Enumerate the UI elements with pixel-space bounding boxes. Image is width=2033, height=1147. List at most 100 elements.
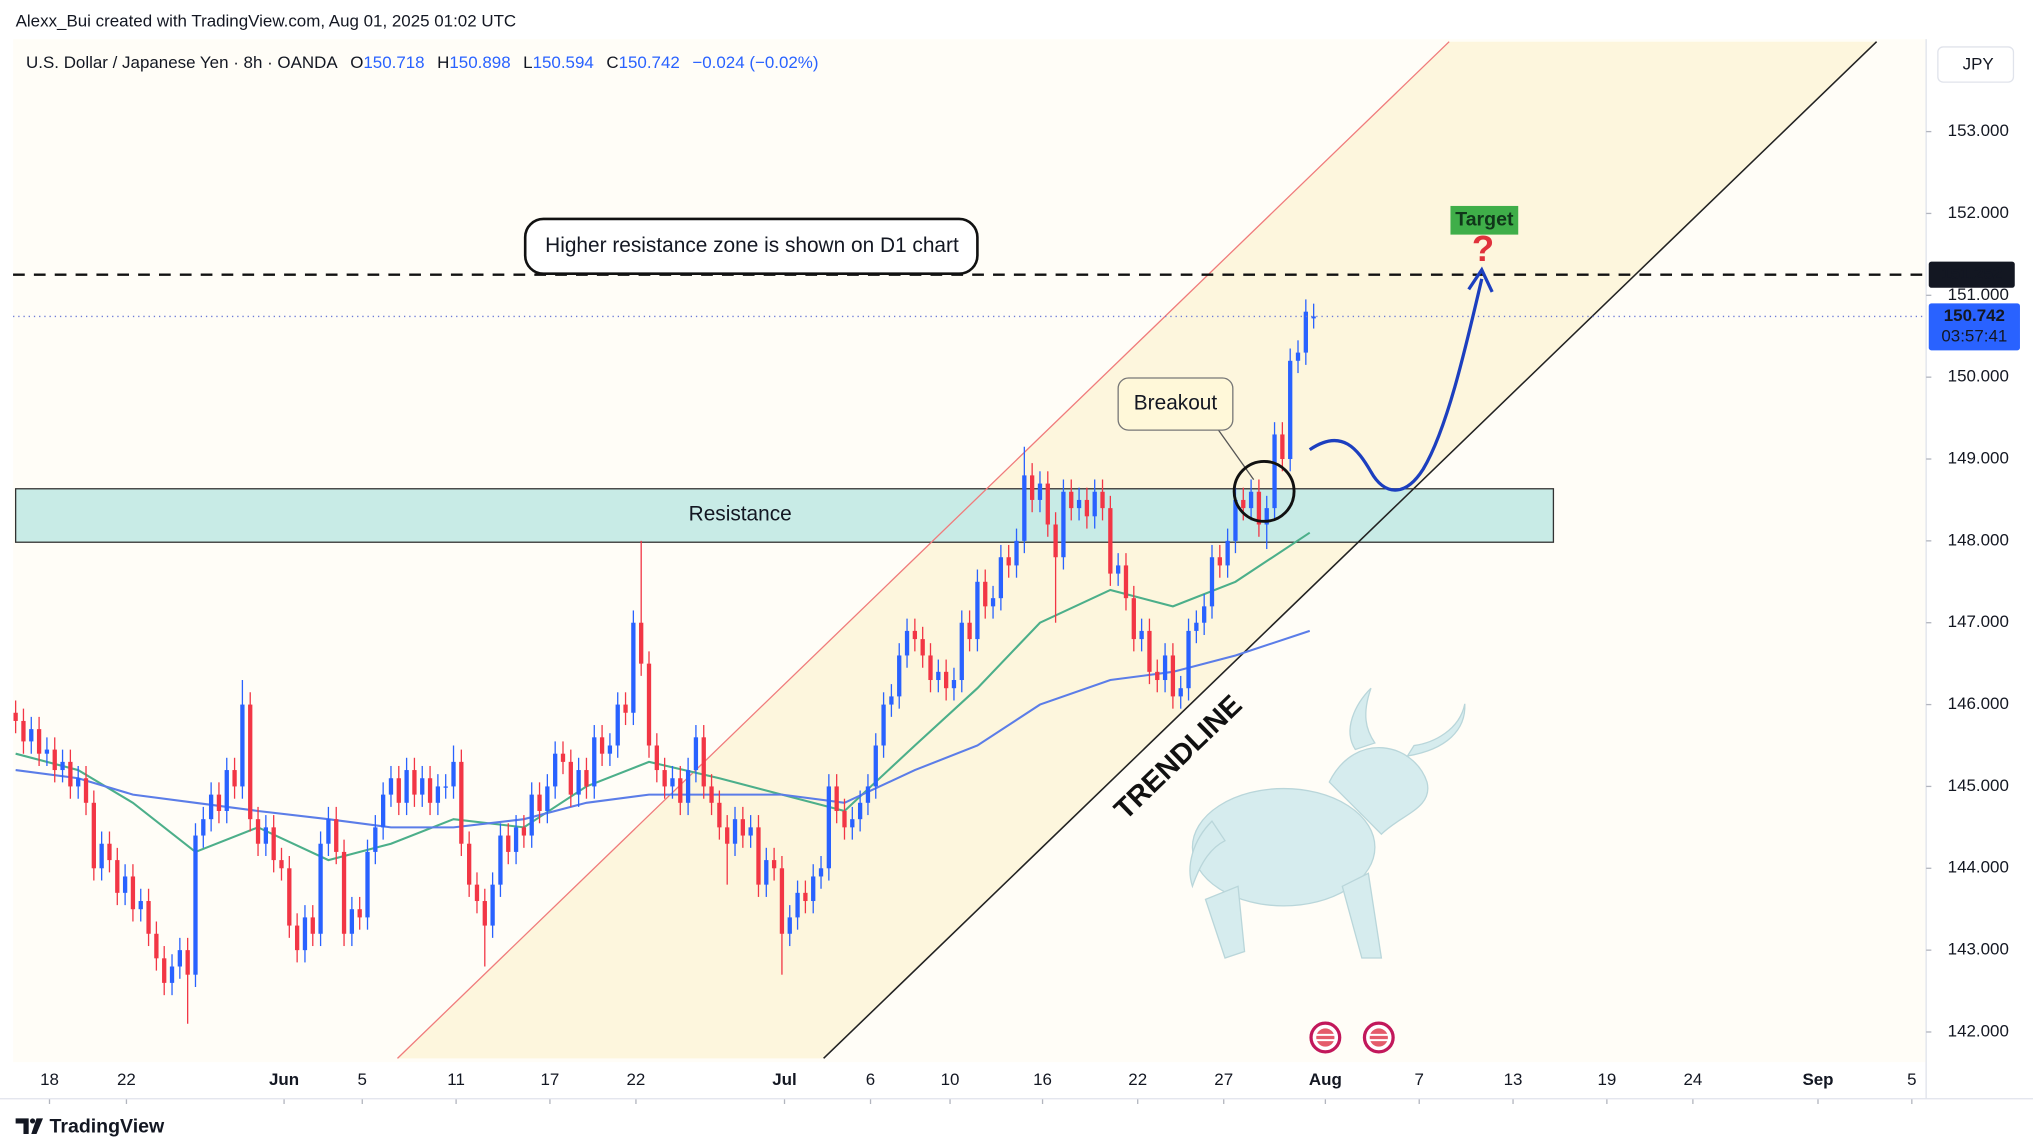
ohlc-label: O: [350, 53, 363, 72]
last-price-label: 150.742: [1944, 306, 2005, 325]
candle-body: [959, 622, 964, 681]
candle-body: [138, 901, 143, 910]
bull-illustration: [1189, 687, 1466, 959]
candle-body: [279, 860, 284, 869]
ohlc-label: H: [437, 53, 449, 72]
candle-body: [1162, 655, 1168, 681]
trendline: [823, 41, 1878, 1059]
candle-body: [967, 622, 972, 640]
candle-body: [248, 704, 253, 820]
candle-body: [639, 622, 644, 664]
candle-body: [357, 909, 362, 918]
candle-body: [779, 868, 785, 934]
y-tick-label: 144.000: [1948, 858, 2009, 877]
candle-body: [873, 745, 878, 787]
candle-body: [756, 827, 761, 885]
candle-body: [537, 794, 542, 811]
x-tick-label: 5: [1907, 1070, 1916, 1089]
x-tick-label: 22: [627, 1070, 646, 1089]
y-tick-label: 143.000: [1948, 940, 2009, 959]
y-tick-label: 149.000: [1948, 448, 2009, 467]
candle-body: [310, 917, 315, 934]
candle-body: [1006, 557, 1011, 566]
candle-body: [842, 810, 847, 828]
x-tick-label: 5: [358, 1070, 367, 1089]
legend: U.S. Dollar / Japanese Yen · 8h · OANDA …: [26, 53, 818, 72]
x-tick-label: 24: [1683, 1070, 1702, 1089]
y-tick-label: 148.000: [1948, 530, 2009, 549]
candle-body: [21, 720, 26, 742]
candle-body: [857, 802, 863, 820]
candle-body: [584, 770, 589, 787]
candle-body: [201, 819, 206, 836]
candle-body: [811, 876, 816, 902]
candle-body: [693, 737, 699, 771]
candle-body: [1076, 499, 1082, 509]
candle-body: [1280, 434, 1285, 460]
candle-body: [1155, 671, 1160, 681]
x-tick-label: 6: [866, 1070, 875, 1089]
candle-body: [654, 745, 659, 771]
projection-arrowhead: [1467, 266, 1494, 293]
candle-body: [1256, 491, 1262, 525]
level-price-label: 151.252: [1941, 264, 2002, 283]
candle-body: [1092, 491, 1097, 517]
candle-body: [99, 843, 104, 869]
time-axis: 18 22 Jun 5 11 17 22 Jul 6 10 16 22 27 Aug 7 13 19 24 Sep 5: [40, 1070, 1917, 1104]
candle-body: [341, 851, 347, 934]
candle-body: [1202, 606, 1207, 623]
candle-body: [1194, 622, 1199, 631]
candle-body: [185, 950, 190, 975]
moving-average: [15, 531, 1311, 862]
candle-body: [936, 671, 941, 681]
candle-body: [1264, 508, 1269, 525]
projection-path: [1308, 278, 1484, 492]
candle-body: [787, 917, 792, 934]
candle-body: [44, 749, 50, 754]
candle-body: [1225, 540, 1230, 566]
candle-body: [1069, 491, 1074, 509]
candle-body: [420, 778, 425, 795]
candle-body: [208, 794, 214, 820]
x-tick-label: Sep: [1802, 1070, 1833, 1089]
callout-text: Higher resistance zone is shown on D1 ch…: [545, 234, 959, 257]
breakout-circle: [1232, 459, 1296, 523]
candle-body: [162, 958, 167, 983]
candle-body: [1030, 475, 1035, 500]
candle-body: [850, 819, 855, 828]
candle-body: [107, 843, 112, 861]
y-tick-label: 150.000: [1948, 367, 2009, 386]
y-tick-label: 151.000: [1948, 285, 2009, 304]
currency-box[interactable]: [1937, 46, 2015, 83]
candle-body: [1311, 316, 1316, 319]
candle-body: [83, 778, 89, 803]
candle-body: [302, 917, 308, 951]
candle-body: [115, 860, 120, 893]
author-header: Alexx_Bui created with TradingView.com, …: [16, 12, 517, 31]
breakout-pointer: [1217, 429, 1255, 481]
candle-body: [1045, 483, 1050, 525]
candle-body: [334, 819, 339, 852]
currency-label[interactable]: JPY: [1963, 55, 1994, 74]
level-layer: [13, 273, 1927, 318]
candle-body: [646, 663, 652, 746]
candle-body: [13, 712, 18, 721]
candle-body: [975, 581, 980, 640]
candle-body: [1248, 491, 1254, 509]
candle-layer: [13, 299, 1316, 1024]
candle-body: [607, 745, 613, 754]
candle-body: [599, 737, 605, 754]
y-tick-label: 153.000: [1948, 121, 2009, 140]
candle-body: [474, 884, 480, 902]
candle-body: [412, 770, 417, 795]
candle-body: [326, 819, 331, 844]
candle-body: [545, 786, 550, 811]
last-price-tag: [1928, 303, 2020, 351]
candle-body: [146, 901, 151, 934]
x-tick-label: 7: [1414, 1070, 1423, 1089]
candle-body: [764, 860, 769, 885]
close-value: 150.742: [619, 53, 680, 72]
x-tick-label: Aug: [1309, 1070, 1342, 1089]
y-tick-label: 145.000: [1948, 776, 2009, 795]
